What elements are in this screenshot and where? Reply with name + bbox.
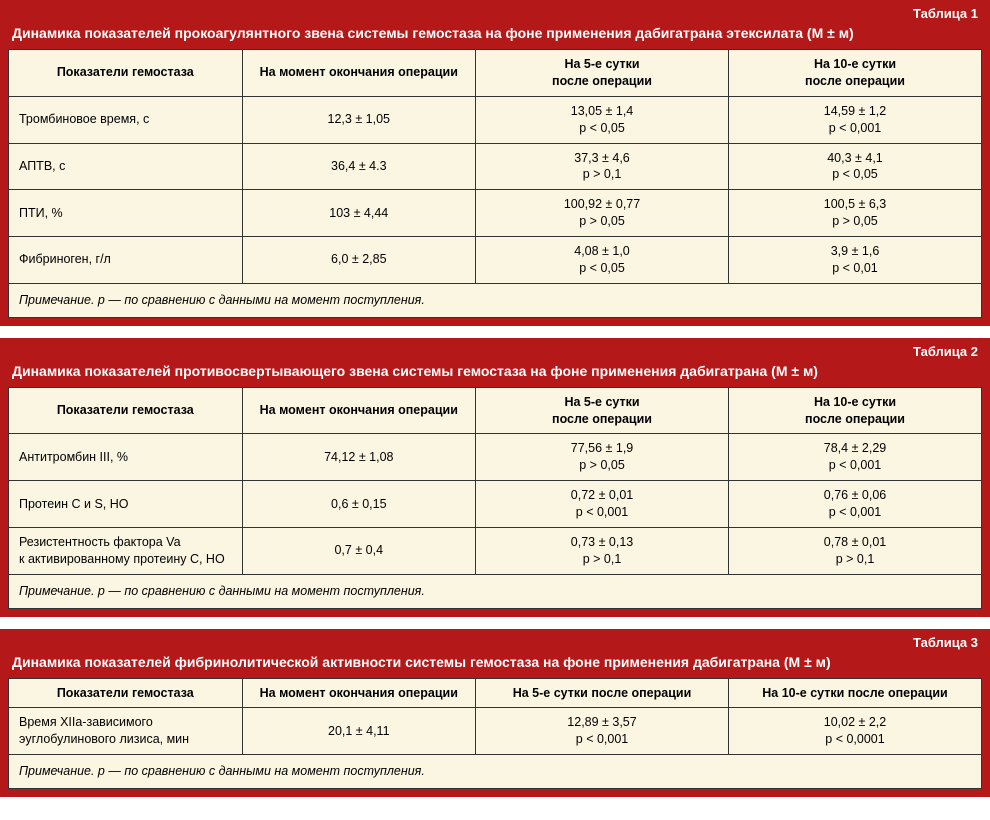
column-header: На 10-е суткипосле операции	[729, 50, 982, 97]
table-label: Таблица 2	[8, 342, 982, 361]
cell-value: 6,0 ± 2,85	[242, 237, 476, 284]
table-title: Динамика показателей прокоагулянтного зв…	[8, 23, 982, 49]
cell-value: 0,76 ± 0,06p < 0,001	[729, 481, 982, 528]
cell-value: 100,92 ± 0,77p > 0,05	[476, 190, 729, 237]
cell-value: 10,02 ± 2,2p < 0,0001	[729, 708, 982, 755]
cell-value: 20,1 ± 4,11	[242, 708, 476, 755]
table-row: Антитромбин III, %74,12 ± 1,0877,56 ± 1,…	[9, 434, 982, 481]
table-block-1: Таблица 1Динамика показателей прокоагуля…	[0, 0, 990, 326]
cell-value: 40,3 ± 4,1p < 0,05	[729, 143, 982, 190]
cell-value: 12,89 ± 3,57p < 0,001	[476, 708, 729, 755]
table-label: Таблица 1	[8, 4, 982, 23]
cell-value: 74,12 ± 1,08	[242, 434, 476, 481]
cell-value: 78,4 ± 2,29p < 0,001	[729, 434, 982, 481]
column-header: Показатели гемостаза	[9, 678, 243, 708]
cell-value: 100,5 ± 6,3p > 0,05	[729, 190, 982, 237]
cell-value: 13,05 ± 1,4p < 0,05	[476, 96, 729, 143]
cell-value: 36,4 ± 4.3	[242, 143, 476, 190]
row-label: ПТИ, %	[9, 190, 243, 237]
row-label: Фибриноген, г/л	[9, 237, 243, 284]
cell-value: 0,72 ± 0,01p < 0,001	[476, 481, 729, 528]
row-label: Протеин С и S, НО	[9, 481, 243, 528]
column-header: На 5-е суткипосле операции	[476, 387, 729, 434]
column-header: На момент окончания операции	[242, 387, 476, 434]
table-note: Примечание. p — по сравнению с данными н…	[9, 283, 982, 317]
table-block-3: Таблица 3Динамика показателей фибринолит…	[0, 629, 990, 798]
table-row: ПТИ, %103 ± 4,44100,92 ± 0,77p > 0,05100…	[9, 190, 982, 237]
row-label: Резистентность фактора Vaк активированно…	[9, 527, 243, 574]
table-block-2: Таблица 2Динамика показателей противосве…	[0, 338, 990, 617]
cell-value: 14,59 ± 1,2p < 0,001	[729, 96, 982, 143]
table-row: Тромбиновое время, с12,3 ± 1,0513,05 ± 1…	[9, 96, 982, 143]
column-header: На 5-е суткипосле операции	[476, 50, 729, 97]
table-row: Протеин С и S, НО0,6 ± 0,150,72 ± 0,01p …	[9, 481, 982, 528]
column-header: Показатели гемостаза	[9, 50, 243, 97]
data-table: Показатели гемостазаНа момент окончания …	[8, 49, 982, 318]
row-label: Антитромбин III, %	[9, 434, 243, 481]
table-title: Динамика показателей фибринолитической а…	[8, 652, 982, 678]
row-label: Время XIIа-зависимогоэуглобулинового лиз…	[9, 708, 243, 755]
data-table: Показатели гемостазаНа момент окончания …	[8, 678, 982, 790]
table-row: АПТВ, с36,4 ± 4.337,3 ± 4,6p > 0,140,3 ±…	[9, 143, 982, 190]
table-row: Резистентность фактора Vaк активированно…	[9, 527, 982, 574]
table-note: Примечание. p — по сравнению с данными н…	[9, 574, 982, 608]
table-row: Время XIIа-зависимогоэуглобулинового лиз…	[9, 708, 982, 755]
data-table: Показатели гемостазаНа момент окончания …	[8, 387, 982, 609]
cell-value: 3,9 ± 1,6p < 0,01	[729, 237, 982, 284]
table-note: Примечание. p — по сравнению с данными н…	[9, 755, 982, 789]
cell-value: 0,7 ± 0,4	[242, 527, 476, 574]
row-label: Тромбиновое время, с	[9, 96, 243, 143]
column-header: На 5-е сутки после операции	[476, 678, 729, 708]
column-header: На 10-е сутки после операции	[729, 678, 982, 708]
table-label: Таблица 3	[8, 633, 982, 652]
cell-value: 0,73 ± 0,13p > 0,1	[476, 527, 729, 574]
cell-value: 77,56 ± 1,9p > 0,05	[476, 434, 729, 481]
cell-value: 12,3 ± 1,05	[242, 96, 476, 143]
cell-value: 0,78 ± 0,01p > 0,1	[729, 527, 982, 574]
cell-value: 103 ± 4,44	[242, 190, 476, 237]
column-header: На момент окончания операции	[242, 678, 476, 708]
cell-value: 0,6 ± 0,15	[242, 481, 476, 528]
row-label: АПТВ, с	[9, 143, 243, 190]
column-header: На момент окончания операции	[242, 50, 476, 97]
cell-value: 4,08 ± 1,0p < 0,05	[476, 237, 729, 284]
table-title: Динамика показателей противосвертывающег…	[8, 361, 982, 387]
column-header: На 10-е суткипосле операции	[729, 387, 982, 434]
cell-value: 37,3 ± 4,6p > 0,1	[476, 143, 729, 190]
column-header: Показатели гемостаза	[9, 387, 243, 434]
table-row: Фибриноген, г/л6,0 ± 2,854,08 ± 1,0p < 0…	[9, 237, 982, 284]
